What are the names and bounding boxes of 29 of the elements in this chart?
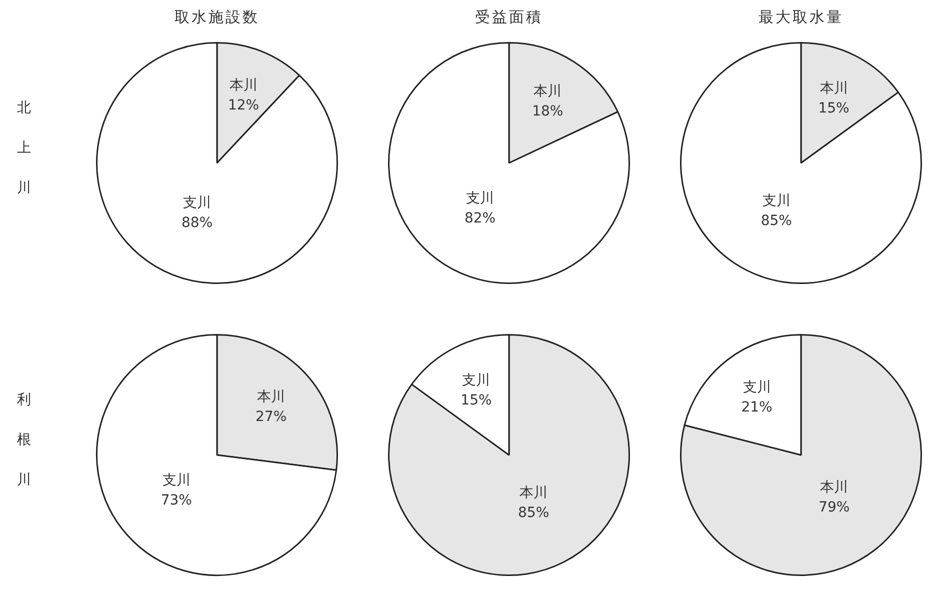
chart-title: 受益面積 — [474, 8, 544, 27]
slice-label: 支川 — [762, 192, 790, 209]
slice-label: 支川 — [162, 472, 190, 488]
data-label: 27% — [256, 408, 287, 425]
data-label: 15% — [818, 100, 850, 116]
slice-label: 支川 — [462, 372, 490, 388]
data-label: 12% — [228, 98, 260, 114]
slice-label: 本川 — [257, 388, 286, 405]
chart-title: 最大取水量 — [758, 8, 844, 27]
slice-label: 本川 — [230, 78, 258, 94]
data-label: 88% — [182, 214, 213, 231]
slice-label: 本川 — [820, 479, 848, 496]
slice-label: 支川 — [466, 190, 494, 206]
text: 北上川 — [17, 100, 31, 196]
data-label: 18% — [532, 104, 564, 120]
chart-title: 取水施設数 — [174, 8, 260, 27]
data-label: 21% — [741, 400, 772, 416]
data-label: 73% — [160, 492, 192, 508]
data-label: 79% — [818, 499, 850, 516]
slice-label: 支川 — [742, 380, 771, 396]
slice-label: 支川 — [183, 194, 212, 211]
data-label: 82% — [464, 210, 496, 226]
slice-label: 本川 — [534, 84, 562, 100]
slice-label: 本川 — [520, 484, 548, 501]
slice-label: 本川 — [820, 80, 848, 96]
text: 利根川 — [17, 392, 31, 488]
data-label: 15% — [460, 392, 492, 408]
data-label: 85% — [760, 212, 792, 229]
data-label: 85% — [518, 504, 550, 521]
